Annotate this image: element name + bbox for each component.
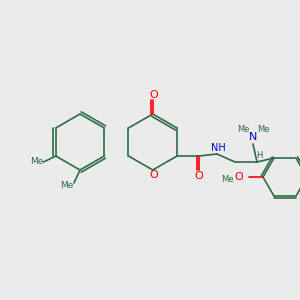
Text: O: O xyxy=(149,90,158,100)
Text: O: O xyxy=(235,172,243,182)
Text: N: N xyxy=(249,132,257,142)
Text: O: O xyxy=(149,170,158,180)
Text: NH: NH xyxy=(211,143,225,153)
Text: Me: Me xyxy=(60,182,74,190)
Text: Me: Me xyxy=(221,176,233,184)
Text: O: O xyxy=(195,171,203,181)
Text: Me: Me xyxy=(237,125,249,134)
Text: Me: Me xyxy=(257,125,269,134)
Text: H: H xyxy=(256,151,262,160)
Text: Me: Me xyxy=(30,158,43,166)
